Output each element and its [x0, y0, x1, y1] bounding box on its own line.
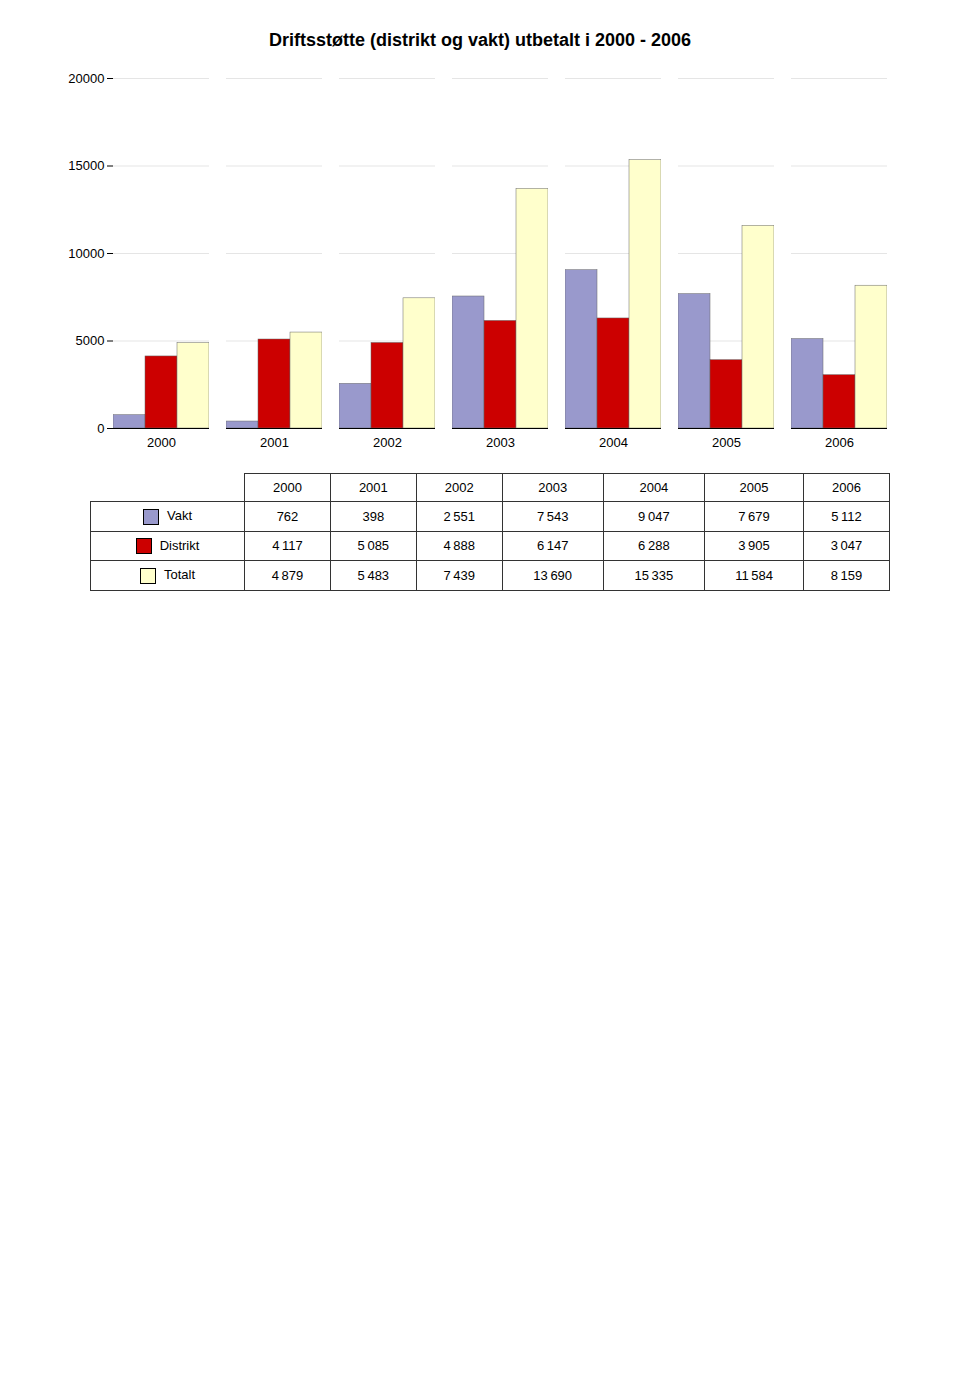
svg-text:2002: 2002 — [373, 435, 402, 450]
html-text:Driftsstøtte (distrikt og vakt: Driftsstøtte (distrikt og vakt) utbetalt… — [268, 30, 691, 50]
html-text:2003: 2003 — [538, 480, 568, 495]
svg-text:2004: 2004 — [599, 435, 628, 450]
svg-text:2006: 2006 — [825, 435, 854, 450]
html-text:2005: 2005 — [739, 480, 769, 495]
svg-text:0: 0 — [97, 421, 104, 436]
svg-text:20000: 20000 — [68, 71, 104, 86]
html-text:7 439: 7 439 — [443, 567, 475, 583]
html-text:Totalt: Totalt — [164, 567, 196, 583]
html-text:Distrikt: Distrikt — [159, 537, 200, 553]
html-text:7 679: 7 679 — [738, 508, 770, 524]
html-text:15 335: 15 335 — [634, 567, 674, 583]
html-text:2002: 2002 — [444, 480, 474, 495]
svg-text:5000: 5000 — [76, 333, 105, 348]
html-text:5 483: 5 483 — [357, 567, 390, 583]
svg-text:2005: 2005 — [712, 435, 741, 450]
svg-text:10000: 10000 — [68, 246, 104, 261]
svg-text:2001: 2001 — [260, 435, 289, 450]
svg-text:15000: 15000 — [68, 158, 104, 173]
html-text:4 879: 4 879 — [271, 567, 304, 583]
html-text:8 159: 8 159 — [830, 567, 863, 583]
html-text:Vakt: Vakt — [167, 508, 192, 523]
html-text:7 543: 7 543 — [536, 508, 569, 524]
html-text:2004: 2004 — [639, 480, 669, 495]
html-text:5 085: 5 085 — [357, 538, 390, 554]
html-text:11 584: 11 584 — [735, 567, 773, 583]
html-text:398: 398 — [362, 508, 385, 524]
svg-text:2003: 2003 — [486, 435, 515, 450]
html-text:2006: 2006 — [832, 480, 861, 495]
html-text:2001: 2001 — [358, 480, 388, 495]
html-text:2 551: 2 551 — [443, 508, 475, 524]
html-text:6 147: 6 147 — [536, 538, 569, 554]
html-text:6 288: 6 288 — [638, 538, 670, 554]
html-text:4 117: 4 117 — [272, 538, 303, 554]
html-text:2000: 2000 — [273, 480, 302, 495]
html-text:5 112: 5 112 — [831, 508, 862, 524]
html-text:9 047: 9 047 — [638, 508, 670, 524]
html-text:3 047: 3 047 — [830, 538, 863, 554]
html-text:4 888: 4 888 — [443, 538, 475, 554]
html-text:3 905: 3 905 — [738, 538, 770, 554]
svg-text:2000: 2000 — [147, 435, 176, 450]
html-text:13 690: 13 690 — [533, 567, 573, 583]
html-text:762: 762 — [276, 508, 299, 524]
